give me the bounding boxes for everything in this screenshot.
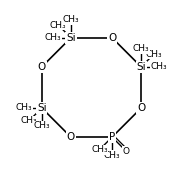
Text: CH₃: CH₃ <box>145 50 162 59</box>
Text: CH₃: CH₃ <box>33 121 50 130</box>
Text: Si: Si <box>37 103 47 113</box>
Text: CH₃: CH₃ <box>104 151 120 159</box>
Text: O: O <box>137 103 145 113</box>
Text: CH₃: CH₃ <box>21 116 38 125</box>
Text: O: O <box>38 62 46 72</box>
Text: CH₃: CH₃ <box>16 104 32 112</box>
Text: CH₃: CH₃ <box>133 44 150 54</box>
Text: O: O <box>108 33 116 43</box>
Text: Si: Si <box>66 33 76 43</box>
Text: CH₃: CH₃ <box>151 62 167 71</box>
Text: P: P <box>109 132 115 142</box>
Text: O: O <box>67 132 75 142</box>
Text: CH₃: CH₃ <box>63 15 79 24</box>
Text: CH₃: CH₃ <box>45 33 61 42</box>
Text: CH₃: CH₃ <box>50 21 67 29</box>
Text: CH₃: CH₃ <box>91 145 108 154</box>
Text: Si: Si <box>136 62 146 72</box>
Text: O: O <box>122 147 130 156</box>
